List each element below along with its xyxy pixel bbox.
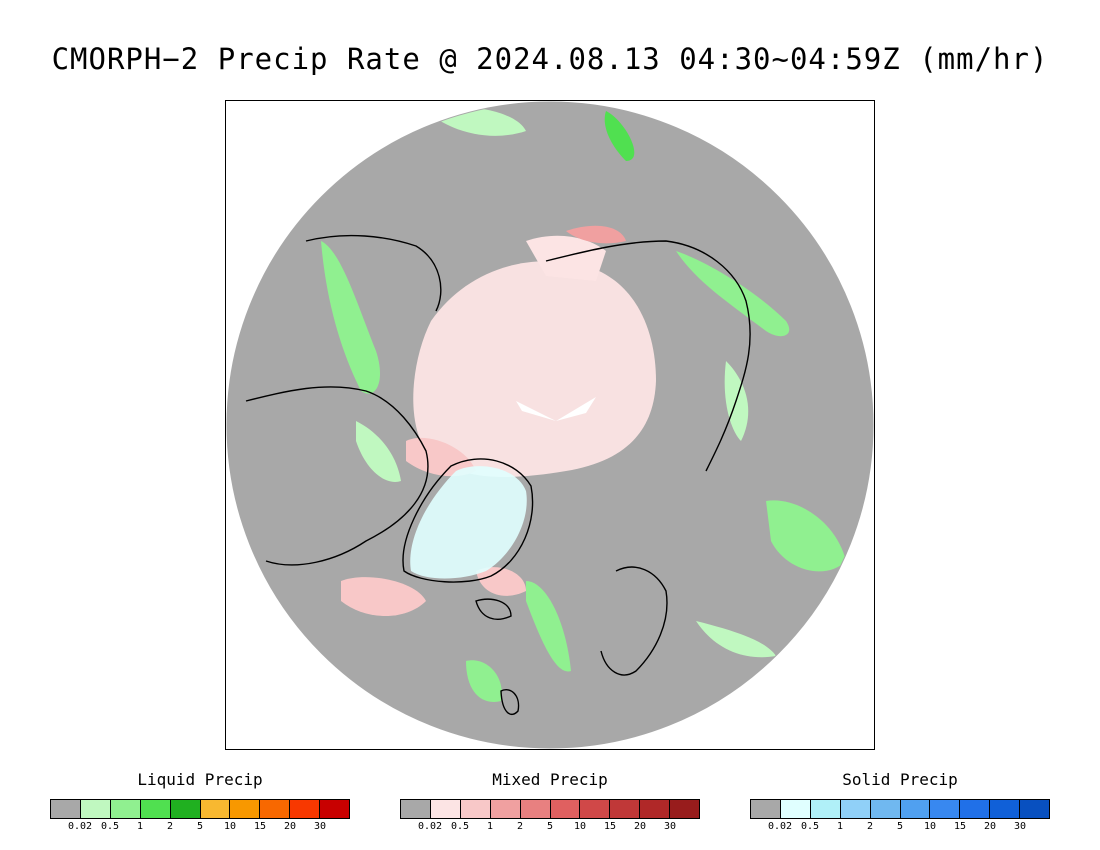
legend-liquid: Liquid Precip 0.02 0.5 1 2 5 10 15 20 30: [50, 770, 350, 833]
mixed-precip-arctic-2: [526, 235, 606, 281]
legend-ticks: 0.02 0.5 1 2 5 10 15 20 30: [50, 819, 350, 833]
legend-swatch: [460, 800, 491, 818]
legend-swatch: [290, 800, 321, 818]
legend-tick-label: 0.5: [100, 821, 120, 832]
legend-swatch: [610, 800, 641, 818]
legend-swatch: [990, 800, 1021, 818]
legend-tick-label: 30: [663, 821, 677, 832]
legend-tick-label: 10: [223, 821, 237, 832]
legend-swatch: [670, 800, 700, 818]
map-title: CMORPH−2 Precip Rate @ 2024.08.13 04:30~…: [51, 42, 1049, 76]
legend-swatch: [751, 800, 781, 818]
legend-tick-label: 0.02: [67, 821, 93, 832]
legend-tick-label: 20: [983, 821, 997, 832]
legend-swatch: [1020, 800, 1050, 818]
legend-tick-label: 0.02: [417, 821, 443, 832]
legend-swatch: [140, 800, 171, 818]
legend-tick-label: 15: [253, 821, 267, 832]
legend-swatch: [900, 800, 931, 818]
legend-swatch: [810, 800, 841, 818]
legend-tick-label: 2: [516, 821, 524, 832]
legend-tick-label: 0.5: [800, 821, 820, 832]
legend-tick-label: 2: [866, 821, 874, 832]
liquid-precip-uk: [466, 660, 502, 702]
legend-swatch: [230, 800, 261, 818]
legend-title: Liquid Precip: [137, 770, 263, 789]
polar-map-frame: [225, 100, 875, 750]
liquid-precip-siberia-east: [604, 111, 635, 161]
coastline-siberia: [545, 240, 751, 472]
coastlines: [245, 234, 751, 716]
solid-precip-greenland: [410, 466, 527, 579]
mixed-precip-baffin: [341, 577, 426, 616]
liquid-precip-canada-west: [321, 241, 381, 394]
legend-swatch: [840, 800, 871, 818]
legend-swatch: [580, 800, 611, 818]
legend-title: Solid Precip: [842, 770, 958, 789]
legend-tick-label: 1: [836, 821, 844, 832]
legend-tick-label: 30: [313, 821, 327, 832]
coastline-scandinavia: [600, 566, 668, 676]
legend-swatch: [401, 800, 431, 818]
legend-tick-label: 0.5: [450, 821, 470, 832]
legend-tick-label: 30: [1013, 821, 1027, 832]
legend-swatch: [960, 800, 991, 818]
legend-swatch: [490, 800, 521, 818]
liquid-precip-hudson: [356, 421, 401, 482]
legend-tick-label: 10: [573, 821, 587, 832]
legend-color-bar: [50, 799, 350, 819]
legend-tick-label: 5: [196, 821, 204, 832]
legend-swatch: [870, 800, 901, 818]
white-streak: [516, 397, 596, 421]
legend-swatch: [51, 800, 81, 818]
liquid-precip-east: [766, 500, 846, 572]
legend-tick-label: 10: [923, 821, 937, 832]
coastline-alaska: [305, 234, 442, 312]
legend-ticks: 0.02 0.5 1 2 5 10 15 20 30: [400, 819, 700, 833]
legend-tick-label: 20: [633, 821, 647, 832]
legend-swatch: [520, 800, 551, 818]
legend-tick-label: 5: [546, 821, 554, 832]
legend-swatch: [200, 800, 231, 818]
legend-tick-label: 15: [603, 821, 617, 832]
legend-tick-label: 5: [896, 821, 904, 832]
legend-ticks: 0.02 0.5 1 2 5 10 15 20 30: [750, 819, 1050, 833]
mixed-precip-arctic: [413, 261, 656, 477]
legend-tick-label: 0.02: [767, 821, 793, 832]
legend-color-bar: [400, 799, 700, 819]
liquid-precip-siberia-belt: [676, 251, 790, 337]
mixed-precip-siberia: [566, 225, 626, 244]
coastline-iceland: [475, 598, 512, 620]
legend-tick-label: 2: [166, 821, 174, 832]
legend-swatch: [260, 800, 291, 818]
legend-swatch: [780, 800, 811, 818]
liquid-precip-scandinavia: [526, 581, 571, 672]
legend-mixed: Mixed Precip 0.02 0.5 1 2 5 10 15 20 30: [400, 770, 700, 833]
legend-tick-label: 20: [283, 821, 297, 832]
legend-swatch: [550, 800, 581, 818]
legend-swatch: [110, 800, 141, 818]
legend-color-bar: [750, 799, 1050, 819]
legend-swatch: [430, 800, 461, 818]
coastline-greenland: [402, 458, 534, 583]
legend-swatch: [320, 800, 350, 818]
legend-swatch: [640, 800, 671, 818]
legend-tick-label: 15: [953, 821, 967, 832]
legend-tick-label: 1: [486, 821, 494, 832]
mixed-precip-north-atlantic: [476, 567, 526, 596]
legend-title: Mixed Precip: [492, 770, 608, 789]
coastline-canada: [245, 386, 429, 566]
legend-swatch: [80, 800, 111, 818]
polar-precip-map: [226, 101, 874, 749]
liquid-precip-europe: [696, 621, 776, 658]
legend-swatch: [170, 800, 201, 818]
legend-swatch: [930, 800, 961, 818]
legend-solid: Solid Precip 0.02 0.5 1 2 5 10 15 20 30: [750, 770, 1050, 833]
coastline-uk: [500, 689, 520, 716]
legend-tick-label: 1: [136, 821, 144, 832]
